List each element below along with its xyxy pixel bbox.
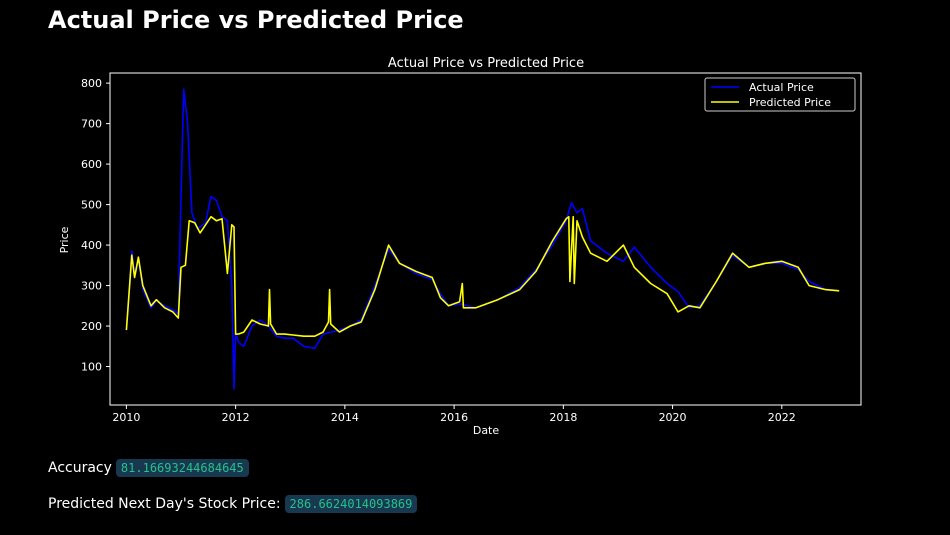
legend-label: Predicted Price — [749, 96, 831, 109]
y-tick-label: 500 — [81, 199, 102, 212]
page-title: Actual Price vs Predicted Price — [48, 6, 464, 34]
x-tick-label: 2016 — [440, 411, 468, 424]
y-axis-label: Price — [58, 226, 71, 253]
y-tick-label: 300 — [81, 280, 102, 293]
plot-frame — [109, 72, 862, 406]
y-tick-label: 800 — [81, 77, 102, 90]
y-axis: 100 200 300 400 500 600 700 800 — [81, 77, 110, 374]
accuracy-value: 81.16693244684645 — [115, 459, 249, 477]
x-axis: 2010 2012 2014 2016 2018 2020 2022 — [112, 405, 796, 424]
y-tick-label: 700 — [81, 118, 102, 131]
series-layer — [125, 88, 840, 390]
y-tick-label: 400 — [81, 239, 102, 252]
y-tick-label: 100 — [81, 361, 102, 374]
accuracy-row: Accuracy 81.16693244684645 — [48, 459, 249, 477]
x-tick-label: 2012 — [222, 411, 250, 424]
y-tick-label: 200 — [81, 320, 102, 333]
legend: Actual Price Predicted Price — [704, 77, 856, 112]
x-tick-label: 2020 — [659, 411, 687, 424]
series-line-predicted-price — [125, 215, 840, 338]
chart-title: Actual Price vs Predicted Price — [388, 56, 584, 71]
legend-label: Actual Price — [749, 81, 814, 94]
series-line-actual-price — [125, 88, 840, 390]
accuracy-label: Accuracy — [48, 460, 112, 476]
next-price-value: 286.6624014093869 — [284, 495, 418, 513]
line-chart: Actual Price vs Predicted Price 100 200 30… — [58, 56, 862, 437]
x-tick-label: 2010 — [112, 411, 140, 424]
next-price-row: Predicted Next Day's Stock Price: 286.66… — [48, 495, 418, 513]
x-tick-label: 2018 — [549, 411, 577, 424]
y-tick-label: 600 — [81, 158, 102, 171]
next-price-label: Predicted Next Day's Stock Price: — [48, 496, 281, 512]
x-axis-label: Date — [473, 424, 500, 437]
x-tick-label: 2022 — [768, 411, 796, 424]
legend-box — [704, 77, 856, 112]
x-tick-label: 2014 — [331, 411, 359, 424]
